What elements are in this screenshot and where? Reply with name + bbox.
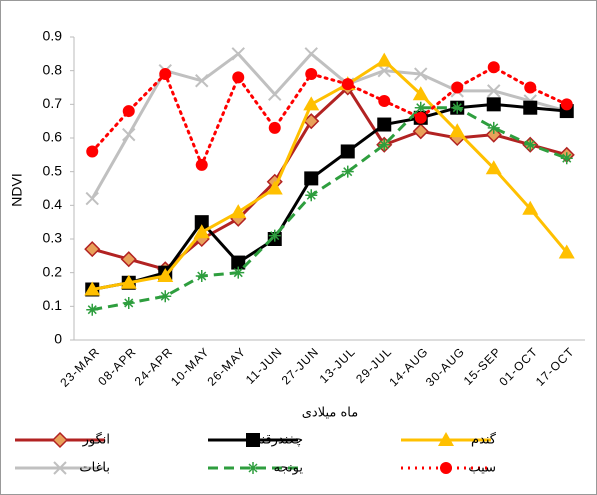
marker bbox=[231, 255, 246, 270]
marker bbox=[86, 145, 99, 158]
marker bbox=[122, 127, 136, 142]
marker bbox=[377, 63, 391, 78]
marker bbox=[524, 138, 537, 151]
marker bbox=[195, 158, 208, 171]
marker bbox=[560, 152, 573, 165]
marker bbox=[268, 87, 282, 101]
marker bbox=[305, 68, 318, 81]
marker bbox=[341, 78, 354, 91]
marker bbox=[230, 204, 247, 219]
series-line bbox=[91, 58, 568, 291]
marker bbox=[485, 126, 502, 143]
marker bbox=[268, 229, 281, 242]
y-tick-label: 0.3 bbox=[43, 230, 63, 246]
legend-marker bbox=[247, 462, 259, 474]
legend-label: یونجه bbox=[274, 461, 304, 476]
marker bbox=[451, 81, 464, 94]
marker bbox=[246, 433, 260, 447]
y-tick-label: 0.5 bbox=[43, 162, 63, 178]
marker bbox=[232, 71, 245, 84]
legend-label: باغات bbox=[79, 461, 110, 476]
legend-label: سیب bbox=[468, 461, 496, 476]
legend-label: چغندرقند bbox=[255, 433, 303, 448]
marker bbox=[157, 268, 174, 283]
marker bbox=[487, 61, 500, 74]
marker bbox=[231, 47, 245, 61]
y-tick-label: 0.2 bbox=[43, 263, 63, 279]
x-axis-title: ماه میلادی bbox=[302, 406, 358, 421]
marker bbox=[451, 101, 464, 114]
marker bbox=[414, 101, 427, 114]
legend-label: گندم bbox=[471, 432, 497, 448]
marker bbox=[304, 171, 319, 186]
marker bbox=[120, 274, 137, 289]
y-tick-label: 0.7 bbox=[43, 95, 63, 111]
marker bbox=[523, 100, 538, 115]
y-tick-label: 0 bbox=[54, 331, 62, 347]
marker bbox=[268, 121, 281, 134]
series bbox=[86, 101, 573, 316]
marker bbox=[159, 290, 172, 303]
marker bbox=[412, 123, 429, 140]
series-line bbox=[90, 51, 568, 200]
y-tick-label: 0.4 bbox=[43, 196, 63, 212]
marker bbox=[266, 180, 283, 195]
marker bbox=[304, 47, 318, 61]
marker bbox=[414, 67, 428, 81]
marker bbox=[195, 270, 208, 283]
marker bbox=[51, 431, 69, 449]
marker bbox=[487, 121, 500, 134]
marker bbox=[84, 241, 101, 258]
marker bbox=[122, 296, 135, 309]
marker bbox=[85, 191, 99, 206]
y-tick-label: 0.6 bbox=[43, 129, 63, 145]
marker bbox=[412, 86, 429, 101]
legend-marker bbox=[440, 462, 452, 474]
marker bbox=[414, 111, 427, 124]
marker bbox=[341, 165, 354, 178]
marker bbox=[378, 138, 391, 151]
marker bbox=[438, 432, 454, 446]
y-tick-label: 0.8 bbox=[43, 61, 63, 77]
marker bbox=[377, 117, 392, 132]
marker bbox=[232, 266, 245, 279]
marker bbox=[486, 97, 501, 112]
marker bbox=[159, 68, 172, 81]
y-tick-label: 0.1 bbox=[43, 297, 63, 313]
marker bbox=[305, 189, 318, 202]
marker bbox=[340, 144, 355, 159]
marker bbox=[195, 74, 209, 88]
marker bbox=[449, 123, 466, 138]
marker bbox=[247, 462, 259, 474]
marker bbox=[522, 200, 539, 215]
legend-marker bbox=[438, 432, 454, 446]
series bbox=[86, 61, 573, 171]
marker bbox=[378, 94, 391, 107]
marker bbox=[86, 303, 99, 316]
series-line bbox=[91, 106, 568, 312]
marker bbox=[376, 52, 393, 67]
marker bbox=[120, 251, 137, 268]
legend-marker bbox=[246, 433, 260, 447]
marker bbox=[485, 160, 502, 175]
y-tick-label: 0.9 bbox=[43, 28, 63, 44]
marker bbox=[53, 461, 67, 475]
marker bbox=[84, 281, 101, 296]
marker bbox=[122, 105, 135, 118]
marker bbox=[193, 224, 210, 239]
marker bbox=[303, 96, 320, 111]
legend-marker bbox=[53, 461, 67, 475]
marker bbox=[558, 244, 575, 259]
legend-label: انگور bbox=[82, 432, 110, 448]
marker bbox=[524, 81, 537, 94]
marker bbox=[560, 98, 573, 111]
y-axis-title: NDVI bbox=[9, 173, 25, 206]
legend-marker bbox=[51, 431, 69, 449]
marker bbox=[194, 215, 209, 230]
marker bbox=[487, 84, 501, 98]
marker bbox=[440, 462, 452, 474]
